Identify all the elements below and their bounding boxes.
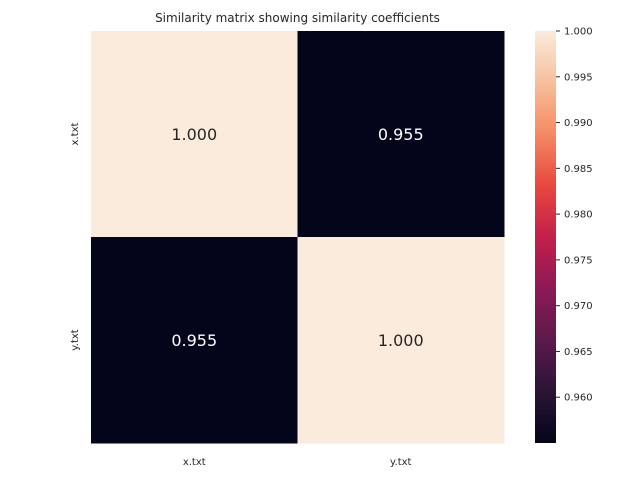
colorbar-tick-label: 0.995 [564, 72, 593, 83]
heatmap-cell [297, 237, 505, 444]
cell-value-label: 1.000 [378, 331, 424, 350]
colorbar-tick-label: 0.980 [564, 210, 593, 221]
heatmap-cell [297, 31, 505, 238]
colorbar-tick-label: 0.985 [564, 164, 593, 175]
colorbar-ticks: 0.960 0.965 0.970 0.975 0.980 0.985 0.990 0.995… [556, 27, 593, 404]
colorbar-tick-label: 0.990 [564, 118, 593, 129]
colorbar [535, 31, 556, 443]
heatmap-cells [91, 31, 505, 444]
cell-value-label: 0.955 [378, 125, 424, 144]
y-axis-ticks: x.txt y.txt [70, 122, 81, 350]
colorbar-tick-label: 0.960 [564, 393, 593, 404]
y-tick-label: x.txt [70, 122, 81, 145]
colorbar-tick-label: 0.965 [564, 347, 593, 358]
heatmap-cell-labels: 1.000 0.955 0.955 1.000 [171, 125, 423, 350]
cell-value-label: 0.955 [171, 331, 217, 350]
x-tick-label: x.txt [183, 457, 206, 468]
x-tick-label: y.txt [390, 457, 412, 468]
heatmap-cell [91, 31, 298, 238]
cell-value-label: 1.000 [171, 125, 217, 144]
colorbar-tick-label: 1.000 [564, 27, 593, 38]
colorbar-tick-label: 0.970 [564, 301, 593, 312]
colorbar-tick-label: 0.975 [564, 255, 593, 266]
heatmap-cell [91, 237, 298, 444]
x-axis-ticks: x.txt y.txt [183, 457, 412, 468]
y-tick-label: y.txt [70, 329, 81, 351]
chart-title: Similarity matrix showing similarity coe… [155, 11, 440, 25]
